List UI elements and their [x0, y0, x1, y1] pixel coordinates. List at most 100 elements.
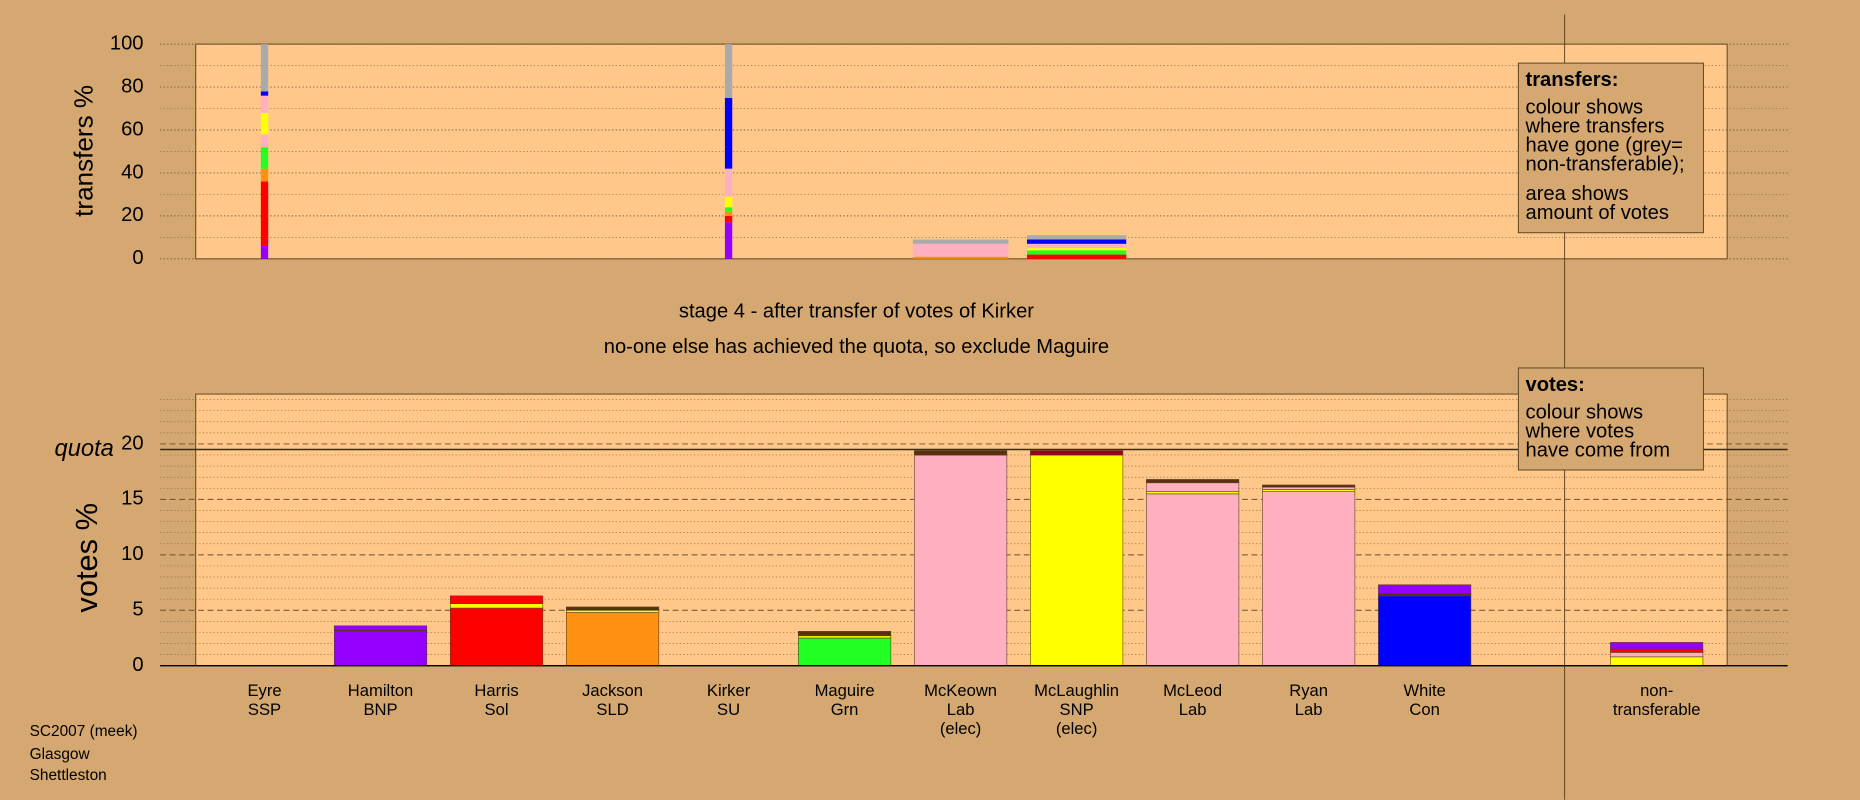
transfer-segment — [724, 222, 733, 259]
transfer-segment — [260, 44, 269, 92]
x-tick-label: Lab — [1295, 700, 1323, 719]
bar-segment — [1030, 454, 1124, 667]
bar-segment — [449, 607, 544, 667]
y-tick-label: 20 — [121, 432, 143, 454]
bar-segment — [1378, 584, 1472, 594]
transfer-segment — [260, 168, 269, 182]
transfer-segment — [1026, 239, 1127, 244]
y-tick-label: 100 — [110, 32, 144, 54]
legend-text: colour shows — [1525, 401, 1643, 423]
transfer-segment — [912, 256, 1009, 259]
bar-segment — [1378, 593, 1472, 597]
bar-segment — [1610, 656, 1704, 667]
y-tick-label: 60 — [121, 118, 143, 140]
x-tick-label: Lab — [1179, 700, 1207, 719]
legend-text: amount of votes — [1525, 202, 1668, 224]
transfer-segment — [1026, 235, 1127, 240]
x-tick-label: non- — [1640, 681, 1673, 700]
transfer-segment — [1026, 250, 1127, 255]
x-tick-label: Harris — [474, 681, 518, 700]
quota-label: quota — [55, 436, 114, 462]
y-tick-label: 80 — [121, 75, 143, 97]
x-tick-label: Eyre — [247, 681, 281, 700]
bar-segment — [1146, 491, 1240, 495]
transfer-segment — [912, 239, 1009, 244]
x-tick-label: (elec) — [940, 719, 982, 738]
transfer-segment — [260, 147, 269, 169]
bar-segment — [1262, 489, 1356, 492]
x-tick-label: SNP — [1060, 700, 1094, 719]
x-tick-label: SU — [717, 700, 740, 719]
footer: SC2007 (meek) — [30, 723, 138, 740]
bar-segment — [798, 631, 892, 637]
transfer-segment — [260, 181, 269, 246]
transfer-segment — [1026, 248, 1127, 251]
transfer-segment — [1026, 243, 1127, 249]
bar-segment — [1146, 482, 1240, 492]
legend-title: votes: — [1525, 374, 1584, 396]
bar-segment — [1146, 479, 1240, 484]
transfer-segment — [260, 245, 269, 259]
transfer-segment — [724, 44, 733, 98]
bar-segment — [333, 625, 428, 631]
x-tick-label: McLaughlin — [1034, 681, 1119, 700]
bar-segment — [449, 595, 544, 604]
bar-segment — [798, 635, 892, 639]
legend-title: transfers: — [1525, 69, 1618, 91]
y-tick-label: 10 — [121, 543, 143, 565]
stage-title: stage 4 - after transfer of votes of Kir… — [679, 301, 1034, 323]
legend-text: have gone (grey= — [1525, 134, 1682, 156]
bar-segment — [449, 603, 544, 609]
transfer-segment — [724, 215, 733, 223]
bar-segment — [1610, 652, 1704, 658]
legend-text: have come from — [1525, 439, 1670, 461]
legend-text: non-transferable); — [1525, 153, 1684, 175]
legend-box — [1517, 62, 1704, 234]
bar-segment — [1146, 493, 1240, 667]
transfer-segment — [260, 112, 269, 135]
bar-segment — [566, 612, 660, 667]
x-tick-label: SSP — [248, 700, 281, 719]
x-tick-label: (elec) — [1056, 719, 1098, 738]
y-tick-label: 20 — [121, 204, 143, 226]
x-tick-label: Con — [1409, 700, 1439, 719]
transfer-segment — [724, 196, 733, 208]
x-tick-label: Grn — [831, 700, 859, 719]
legend-box — [1517, 367, 1704, 471]
legend-text: where transfers — [1524, 115, 1664, 137]
bar-segment — [1262, 491, 1356, 667]
transfer-segment — [724, 211, 733, 216]
x-tick-label: SLD — [596, 700, 628, 719]
bar-segment — [333, 631, 428, 667]
bar-segment — [1262, 486, 1356, 490]
bar-segment — [566, 606, 660, 611]
transfer-segment — [912, 243, 1009, 257]
x-tick-label: McKeown — [924, 681, 997, 700]
x-tick-label: Ryan — [1289, 681, 1328, 700]
bar-segment — [1378, 595, 1472, 667]
legend-text: where votes — [1524, 420, 1634, 442]
transfer-segment — [260, 91, 269, 96]
x-tick-label: Sol — [485, 700, 509, 719]
bar-segment — [1610, 648, 1704, 653]
y-tick-label: 40 — [121, 161, 143, 183]
x-tick-label: Kirker — [707, 681, 751, 700]
x-tick-label: transferable — [1613, 700, 1701, 719]
bar-segment — [798, 637, 892, 667]
transfer-segment — [724, 97, 733, 169]
transfer-segment — [724, 168, 733, 197]
x-tick-label: BNP — [363, 700, 397, 719]
transfer-segment — [260, 134, 269, 148]
y-tick-label: 15 — [121, 488, 143, 510]
transfer-segment — [260, 95, 269, 113]
y-tick-label: 5 — [132, 599, 143, 621]
transfer-segment — [724, 207, 733, 212]
bar-segment — [1030, 450, 1124, 456]
bar-segment — [914, 454, 1008, 667]
bar-segment — [1610, 642, 1704, 650]
bar-segment — [566, 609, 660, 613]
bar-segment — [914, 450, 1008, 456]
bar-segment — [1262, 484, 1356, 488]
x-tick-label: Hamilton — [348, 681, 413, 700]
